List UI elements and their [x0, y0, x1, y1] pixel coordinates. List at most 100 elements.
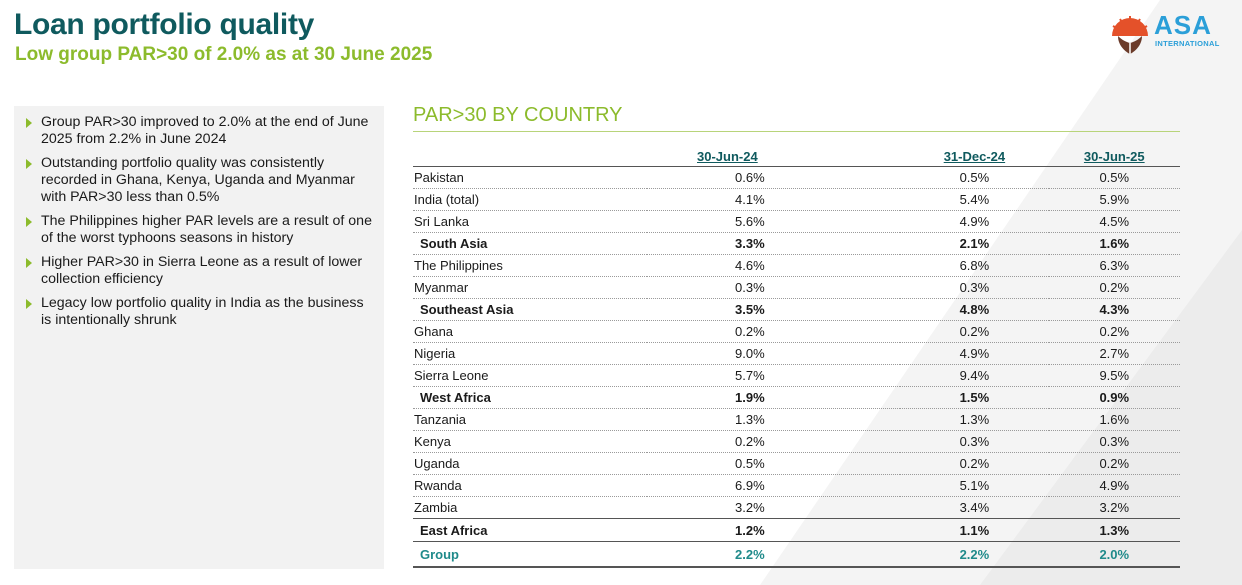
value-cell: 5.1% [900, 474, 1049, 497]
value-cell: 0.5% [900, 166, 1049, 189]
row-label: Sierra Leone [413, 364, 648, 387]
table-row: Nigeria 9.0% 4.9% 2.7% [413, 342, 1180, 365]
value-cell: 0.2% [1048, 320, 1180, 343]
row-label: India (total) [413, 188, 648, 211]
value-cell: 6.3% [1048, 254, 1180, 277]
table-body: Pakistan 0.6% 0.5% 0.5% India (total) 4.1% 5.4… [413, 166, 1180, 568]
value-cell: 6.8% [900, 254, 1049, 277]
value-cell: 0.3% [900, 276, 1049, 299]
value-cell: 0.5% [647, 452, 901, 475]
bullet-text: Higher PAR>30 in Sierra Leone as a resul… [41, 254, 363, 287]
row-label: Pakistan [413, 166, 648, 189]
value-cell: 5.4% [900, 188, 1049, 211]
par-by-country-table: 30-Jun-24 31-Dec-24 30-Jun-25 Pakistan 0.… [413, 148, 1180, 568]
value-cell: 4.9% [900, 210, 1049, 233]
triangle-bullet-icon [26, 217, 32, 227]
row-label: Rwanda [413, 474, 648, 497]
triangle-bullet-icon [26, 118, 32, 128]
asa-international-logo: ASA INTERNATIONAL [1108, 10, 1228, 56]
column-header-label: 31-Dec-24 [943, 148, 1006, 164]
subtotal-row: West Africa 1.9% 1.5% 0.9% [413, 386, 1180, 409]
value-cell: 2.7% [1048, 342, 1180, 365]
table-row: The Philippines 4.6% 6.8% 6.3% [413, 254, 1180, 277]
value-cell: 4.5% [1048, 210, 1180, 233]
bullet-text: Outstanding portfolio quality was consis… [41, 155, 355, 205]
value-cell: 1.3% [1048, 518, 1180, 542]
value-cell: 4.9% [900, 342, 1049, 365]
value-cell: 3.2% [647, 496, 901, 519]
value-cell: 4.8% [900, 298, 1049, 321]
bullet-text: Legacy low portfolio quality in India as… [41, 295, 364, 328]
row-label: Zambia [413, 496, 648, 519]
logo-wordmark: ASA [1154, 10, 1212, 40]
subtotal-row: Southeast Asia 3.5% 4.8% 4.3% [413, 298, 1180, 321]
bullet-point: Legacy low portfolio quality in India as… [24, 295, 374, 329]
value-cell: 0.2% [1048, 452, 1180, 475]
value-cell: 1.9% [647, 386, 901, 409]
value-cell: 1.2% [647, 518, 901, 542]
value-cell: 2.0% [1048, 541, 1180, 568]
asa-sunrise-hands-icon [1112, 16, 1148, 54]
value-cell: 1.5% [900, 386, 1049, 409]
value-cell: 4.3% [1048, 298, 1180, 321]
table-row: Sierra Leone 5.7% 9.4% 9.5% [413, 364, 1180, 387]
column-header: 30-Jun-25 [1048, 148, 1180, 167]
row-label: Kenya [413, 430, 648, 453]
value-cell: 4.1% [647, 188, 901, 211]
value-cell: 0.3% [1048, 430, 1180, 453]
bullet-point: Outstanding portfolio quality was consis… [24, 155, 374, 206]
header-spacer [413, 148, 648, 167]
row-label: East Africa [413, 518, 648, 542]
east-row: East Africa 1.2% 1.1% 1.3% [413, 518, 1180, 542]
value-cell: 0.2% [647, 430, 901, 453]
value-cell: 5.9% [1048, 188, 1180, 211]
bullet-point: Group PAR>30 improved to 2.0% at the end… [24, 114, 374, 148]
value-cell: 2.1% [900, 232, 1049, 255]
bullet-point: The Philippines higher PAR levels are a … [24, 213, 374, 247]
value-cell: 3.2% [1048, 496, 1180, 519]
value-cell: 0.2% [1048, 276, 1180, 299]
value-cell: 1.3% [900, 408, 1049, 431]
table-row: Ghana 0.2% 0.2% 0.2% [413, 320, 1180, 343]
row-label: Uganda [413, 452, 648, 475]
value-cell: 2.2% [647, 541, 901, 568]
row-label: The Philippines [413, 254, 648, 277]
bullet-text: The Philippines higher PAR levels are a … [41, 213, 372, 246]
row-label: Sri Lanka [413, 210, 648, 233]
value-cell: 1.6% [1048, 408, 1180, 431]
row-label: Southeast Asia [413, 298, 648, 321]
value-cell: 9.0% [647, 342, 901, 365]
value-cell: 2.2% [900, 541, 1049, 568]
value-cell: 1.6% [1048, 232, 1180, 255]
value-cell: 6.9% [647, 474, 901, 497]
title-divider [413, 131, 1180, 132]
bullet-text: Group PAR>30 improved to 2.0% at the end… [41, 114, 369, 147]
value-cell: 5.7% [647, 364, 901, 387]
value-cell: 4.9% [1048, 474, 1180, 497]
table-row: Kenya 0.2% 0.3% 0.3% [413, 430, 1180, 453]
column-header-label: 30-Jun-24 [697, 148, 758, 164]
triangle-bullet-icon [26, 258, 32, 268]
value-cell: 3.4% [900, 496, 1049, 519]
row-label: Myanmar [413, 276, 648, 299]
value-cell: 5.6% [647, 210, 901, 233]
table-row: Myanmar 0.3% 0.3% 0.2% [413, 276, 1180, 299]
key-points-panel: Group PAR>30 improved to 2.0% at the end… [14, 106, 384, 569]
table-header-row: 30-Jun-24 31-Dec-24 30-Jun-25 [413, 148, 1180, 167]
value-cell: 0.6% [647, 166, 901, 189]
page-title: Loan portfolio quality [14, 8, 315, 41]
row-label: Ghana [413, 320, 648, 343]
column-header: 31-Dec-24 [900, 148, 1049, 167]
table-row: Pakistan 0.6% 0.5% 0.5% [413, 166, 1180, 189]
value-cell: 1.3% [647, 408, 901, 431]
row-label: South Asia [413, 232, 648, 255]
row-label: West Africa [413, 386, 648, 409]
value-cell: 0.9% [1048, 386, 1180, 409]
value-cell: 4.6% [647, 254, 901, 277]
triangle-bullet-icon [26, 159, 32, 169]
subtotal-row: South Asia 3.3% 2.1% 1.6% [413, 232, 1180, 255]
value-cell: 3.5% [647, 298, 901, 321]
value-cell: 9.4% [900, 364, 1049, 387]
value-cell: 0.2% [900, 320, 1049, 343]
page-subtitle: Low group PAR>30 of 2.0% as at 30 June 2… [15, 44, 433, 65]
